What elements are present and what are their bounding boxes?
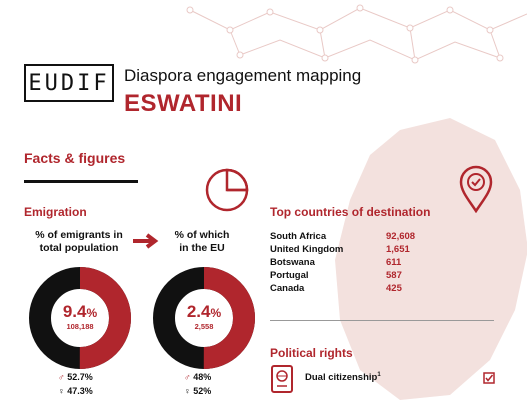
male-share-eu: ♂ 48% bbox=[184, 372, 212, 382]
section-divider bbox=[270, 320, 494, 321]
network-decoration bbox=[186, 4, 527, 64]
donut-segment bbox=[29, 267, 131, 369]
female-icon: ♀ bbox=[184, 386, 191, 396]
political-rights-heading: Political rights bbox=[270, 346, 353, 360]
logo-text: EUDIF bbox=[28, 70, 110, 96]
destination-row: Botswana 611 bbox=[270, 257, 402, 268]
male-icon: ♂ bbox=[184, 372, 191, 382]
emigration-heading: Emigration bbox=[24, 205, 87, 219]
donut-segment bbox=[153, 267, 255, 369]
female-share-total: ♀ 47.3% bbox=[58, 386, 93, 396]
passport-icon bbox=[271, 365, 293, 393]
male-share-total: ♂ 52.7% bbox=[58, 372, 93, 382]
page-title: Diaspora engagement mapping bbox=[124, 66, 362, 85]
female-share-eu: ♀ 52% bbox=[184, 386, 212, 396]
donut-emigrants-label: 9.4% 108,188 bbox=[62, 302, 98, 331]
eudif-logo: EUDIF bbox=[24, 64, 114, 102]
destination-row: Portugal 587 bbox=[270, 270, 402, 281]
pie-chart-icon bbox=[205, 168, 249, 212]
location-pin-icon bbox=[459, 165, 493, 213]
checkbox-icon bbox=[483, 372, 495, 384]
arrow-right-icon bbox=[133, 233, 159, 249]
donut-eu bbox=[153, 267, 255, 369]
female-icon: ♀ bbox=[58, 386, 65, 396]
dual-citizenship-label: Dual citizenship1 bbox=[305, 372, 381, 384]
donut-emigrants bbox=[29, 267, 131, 369]
facts-rule bbox=[24, 180, 138, 183]
male-icon: ♂ bbox=[58, 372, 65, 382]
destination-row: Canada 425 bbox=[270, 283, 402, 294]
destinations-heading: Top countries of destination bbox=[270, 205, 431, 219]
eu-label: % of which in the EU bbox=[174, 229, 230, 255]
destination-row: South Africa 92,608 bbox=[270, 231, 416, 242]
donut-eu-label: 2.4% 2,558 bbox=[186, 302, 222, 331]
destination-row: United Kingdom 1,651 bbox=[270, 244, 410, 255]
country-name: ESWATINI bbox=[124, 90, 243, 117]
emigrants-label: % of emigrants in total population bbox=[35, 229, 123, 255]
facts-heading: Facts & figures bbox=[24, 150, 126, 166]
